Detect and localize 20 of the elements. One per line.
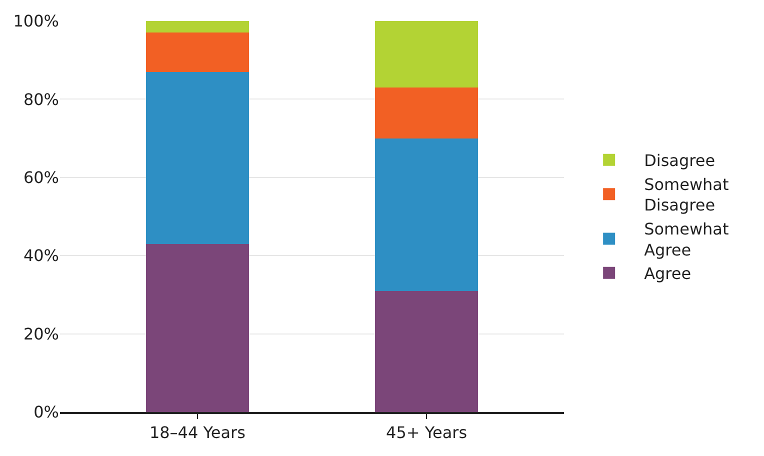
y-tick-label: 0% — [34, 402, 59, 422]
legend-label: Disagree — [644, 151, 716, 170]
bar — [375, 290, 478, 412]
legend-label: Agree — [644, 264, 692, 284]
legend-label: Somewhat Disagree — [644, 174, 729, 215]
y-tick-label: 80% — [23, 90, 59, 109]
y-tick-label: 60% — [23, 168, 59, 187]
y-tick-label: 40% — [23, 246, 59, 266]
y-tick-label: 20% — [23, 324, 59, 344]
bar — [375, 87, 478, 138]
bar — [146, 244, 249, 412]
y-tick-label: 100% — [13, 12, 59, 31]
bar — [146, 72, 249, 244]
x-tick-label: 18–44 Years — [149, 423, 246, 442]
bar — [375, 138, 478, 291]
bar — [375, 21, 478, 88]
legend-label: Somewhat Agree — [644, 220, 729, 260]
bar — [146, 21, 249, 33]
bar — [146, 32, 249, 72]
x-tick-label: 45+ Years — [386, 423, 468, 442]
